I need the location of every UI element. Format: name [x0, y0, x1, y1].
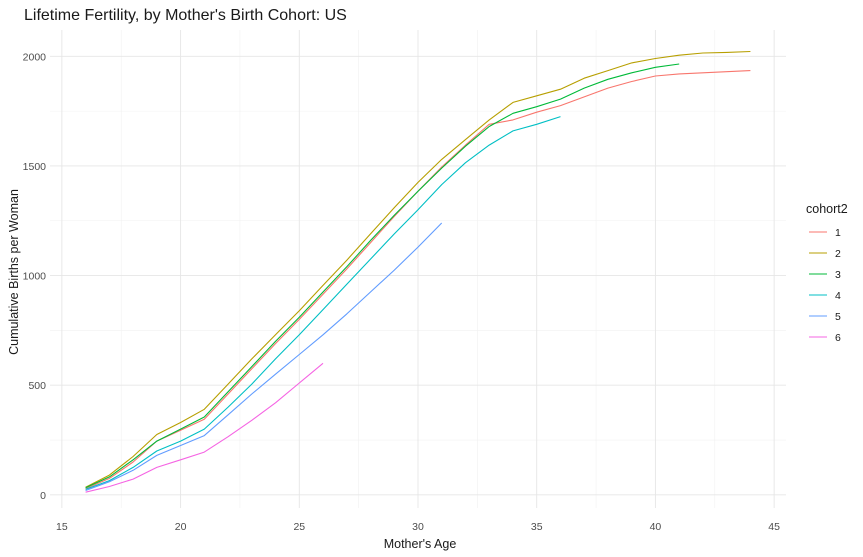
x-tick-label: 30 [412, 521, 424, 533]
y-tick-label: 500 [28, 380, 46, 392]
grid-major [50, 30, 786, 508]
series-line-2 [85, 50, 751, 488]
legend-label-4: 4 [835, 290, 841, 302]
y-tick-label: 1500 [23, 161, 47, 173]
series-lines [85, 50, 751, 493]
y-axis-ticks: 0 500 1000 1500 2000 [23, 51, 47, 502]
y-tick-label: 2000 [23, 51, 47, 63]
x-tick-label: 20 [175, 521, 187, 533]
x-tick-label: 25 [293, 521, 305, 533]
y-tick-label: 1000 [23, 271, 47, 283]
chart-title: Lifetime Fertility, by Mother's Birth Co… [24, 7, 347, 24]
y-tick-label: 0 [40, 490, 46, 502]
legend-label-2: 2 [835, 248, 841, 260]
legend-title: cohort2 [806, 202, 848, 216]
series-line-5 [85, 222, 443, 492]
x-tick-label: 40 [650, 521, 662, 533]
legend: cohort2 1 2 3 4 5 6 [806, 202, 848, 344]
x-tick-label: 15 [56, 521, 68, 533]
x-tick-label: 35 [531, 521, 543, 533]
series-line-3 [85, 63, 680, 489]
legend-label-1: 1 [835, 227, 841, 239]
x-axis-ticks: 15 20 25 30 35 40 45 [56, 521, 780, 533]
series-line-4 [85, 116, 561, 490]
legend-label-3: 3 [835, 269, 841, 281]
legend-items: 1 2 3 4 5 6 [809, 227, 841, 344]
legend-label-5: 5 [835, 311, 841, 323]
x-axis-title: Mother's Age [384, 537, 457, 551]
x-tick-label: 45 [768, 521, 780, 533]
legend-label-6: 6 [835, 332, 841, 344]
series-line-6 [85, 362, 324, 493]
y-axis-title: Cumulative Births per Woman [7, 189, 21, 355]
